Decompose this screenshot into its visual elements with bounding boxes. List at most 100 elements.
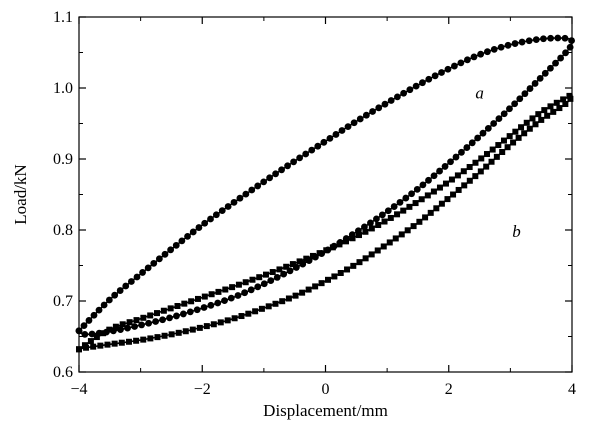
point-b <box>316 250 323 257</box>
point-a <box>350 119 358 127</box>
point-a <box>361 223 368 231</box>
point-b <box>97 342 104 349</box>
point-a <box>490 45 498 53</box>
point-b <box>510 139 517 146</box>
curve-label-a: a <box>475 84 484 103</box>
y-tick-label: 1.0 <box>53 80 73 97</box>
axis-ticks <box>78 16 573 373</box>
point-a <box>500 110 508 118</box>
point-b <box>285 295 292 302</box>
point-a <box>390 203 398 210</box>
point-b <box>400 207 407 214</box>
point-a <box>167 246 175 254</box>
point-a <box>344 123 352 131</box>
point-b <box>104 341 111 348</box>
point-b <box>375 222 382 229</box>
point-b <box>483 163 490 170</box>
point-a <box>155 255 163 263</box>
point-a <box>266 174 274 182</box>
point-b <box>374 247 381 254</box>
point-a <box>260 178 268 186</box>
point-a <box>504 41 512 49</box>
point-b <box>454 172 461 179</box>
point-a <box>267 277 275 285</box>
point-a <box>526 85 534 92</box>
series-line-a <box>78 37 573 336</box>
point-b <box>154 310 161 317</box>
point-b <box>252 308 259 315</box>
point-a <box>381 100 389 108</box>
point-b <box>418 196 425 203</box>
point-a <box>425 176 432 184</box>
point-b <box>303 255 310 262</box>
point-a <box>430 172 438 180</box>
point-b <box>276 266 283 273</box>
point-b <box>147 312 154 319</box>
point-b <box>442 180 449 187</box>
point-a <box>227 294 235 302</box>
point-a <box>159 316 166 324</box>
point-a <box>242 190 250 198</box>
point-a <box>521 90 529 98</box>
point-a <box>207 215 214 223</box>
point-a <box>536 74 544 82</box>
point-b <box>208 291 215 298</box>
point-b <box>356 232 362 239</box>
point-b <box>526 125 533 132</box>
point-b <box>567 95 574 102</box>
point-a <box>207 301 215 309</box>
point-b <box>215 288 222 295</box>
point-a <box>484 48 491 56</box>
point-a <box>464 56 471 64</box>
point-b <box>256 274 263 281</box>
point-b <box>356 259 363 266</box>
point-b <box>448 176 455 183</box>
tick-labels: −4 −2 0 2 4 0.6 0.7 0.8 0.9 1.0 1.1 <box>53 9 576 398</box>
point-b <box>83 344 90 351</box>
point-b <box>279 298 286 305</box>
point-a <box>387 97 395 104</box>
point-b <box>547 103 554 110</box>
plot-frame <box>78 16 573 373</box>
point-a <box>100 301 108 309</box>
point-b <box>203 323 210 330</box>
point-a <box>444 65 452 73</box>
point-b <box>189 326 196 333</box>
point-a <box>195 224 203 231</box>
point-a <box>272 170 279 178</box>
point-b <box>222 286 229 293</box>
point-b <box>387 214 394 221</box>
point-a <box>280 270 288 278</box>
point-a <box>248 186 256 194</box>
point-a <box>145 319 153 327</box>
point-a <box>290 158 297 166</box>
point-b <box>541 107 548 114</box>
point-a <box>506 105 513 113</box>
point-b <box>495 142 502 149</box>
point-b <box>201 293 208 300</box>
series-layer <box>75 34 575 353</box>
point-a <box>468 139 476 147</box>
point-a <box>150 259 158 267</box>
point-b <box>523 119 530 126</box>
point-a <box>111 291 119 299</box>
point-a <box>452 153 460 161</box>
point-a <box>133 273 141 281</box>
point-a <box>314 142 322 150</box>
point-b <box>506 133 513 140</box>
point-a <box>447 158 454 166</box>
point-a <box>105 296 113 304</box>
point-a <box>438 69 445 76</box>
point-b <box>450 191 457 198</box>
point-a <box>369 108 376 115</box>
x-tick-label: 0 <box>322 381 330 398</box>
point-b <box>258 305 265 312</box>
x-axis-label: Displacement/mm <box>263 401 388 420</box>
point-b <box>562 101 569 107</box>
point-a <box>384 207 392 215</box>
point-a <box>80 322 88 330</box>
point-b <box>289 261 296 268</box>
point-b <box>100 330 106 337</box>
point-b <box>412 200 419 207</box>
point-a <box>402 194 410 202</box>
